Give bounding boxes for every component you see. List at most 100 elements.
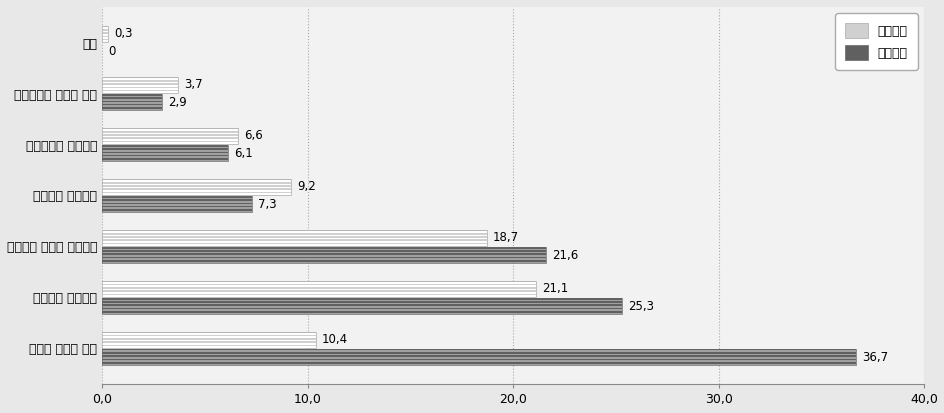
Bar bbox=[102, 160, 228, 161]
Bar bbox=[102, 247, 546, 249]
Bar bbox=[102, 290, 535, 292]
Bar bbox=[102, 294, 535, 295]
Bar bbox=[102, 243, 486, 244]
Text: 36,7: 36,7 bbox=[862, 351, 887, 363]
Bar bbox=[102, 230, 486, 231]
Bar bbox=[102, 299, 621, 301]
Bar bbox=[102, 87, 178, 88]
Bar bbox=[102, 343, 315, 344]
Bar bbox=[102, 211, 252, 212]
Bar bbox=[102, 206, 252, 207]
Bar bbox=[102, 37, 109, 39]
Bar bbox=[102, 99, 161, 101]
Bar bbox=[102, 82, 178, 83]
Bar bbox=[102, 357, 855, 358]
Bar bbox=[102, 295, 535, 297]
Bar bbox=[102, 90, 178, 91]
Bar bbox=[102, 101, 161, 102]
Bar bbox=[102, 102, 161, 104]
Bar bbox=[102, 255, 546, 257]
Bar bbox=[102, 358, 855, 360]
Bar bbox=[102, 284, 535, 285]
Bar bbox=[102, 152, 228, 153]
Bar bbox=[102, 182, 291, 183]
Bar bbox=[102, 36, 109, 37]
Bar bbox=[102, 287, 535, 289]
Bar bbox=[102, 147, 228, 148]
Bar bbox=[102, 338, 315, 340]
Bar bbox=[102, 179, 291, 195]
Text: 6,1: 6,1 bbox=[233, 147, 252, 160]
Bar bbox=[102, 145, 228, 147]
Bar bbox=[102, 240, 486, 241]
Bar bbox=[102, 298, 621, 314]
Bar bbox=[102, 333, 315, 335]
Bar bbox=[102, 332, 315, 333]
Bar bbox=[102, 26, 109, 27]
Bar bbox=[102, 241, 486, 243]
Text: 18,7: 18,7 bbox=[492, 231, 518, 244]
Bar bbox=[102, 282, 535, 284]
Bar bbox=[102, 249, 546, 250]
Bar bbox=[102, 250, 546, 252]
Bar bbox=[102, 198, 252, 199]
Bar bbox=[102, 196, 252, 198]
Bar bbox=[102, 180, 291, 182]
Bar bbox=[102, 306, 621, 308]
Bar bbox=[102, 77, 178, 78]
Bar bbox=[102, 31, 109, 32]
Bar bbox=[102, 96, 161, 97]
Bar bbox=[102, 252, 546, 254]
Bar bbox=[102, 94, 161, 110]
Bar bbox=[102, 94, 161, 96]
Bar bbox=[102, 158, 228, 160]
Bar bbox=[102, 354, 855, 356]
Bar bbox=[102, 363, 855, 365]
Bar bbox=[102, 280, 535, 297]
Bar bbox=[102, 27, 109, 29]
Text: 25,3: 25,3 bbox=[628, 299, 653, 313]
Bar bbox=[102, 104, 161, 105]
Bar bbox=[102, 231, 486, 233]
Bar bbox=[102, 85, 178, 87]
Bar bbox=[102, 298, 621, 299]
Bar bbox=[102, 190, 291, 192]
Bar bbox=[102, 244, 486, 246]
Bar bbox=[102, 261, 546, 263]
Legend: 일반국민, 정책집단: 일반국민, 정책집단 bbox=[834, 13, 917, 69]
Bar bbox=[102, 77, 178, 93]
Bar bbox=[102, 204, 252, 206]
Bar bbox=[102, 309, 621, 311]
Bar bbox=[102, 109, 161, 110]
Bar bbox=[102, 105, 161, 107]
Bar bbox=[102, 192, 291, 193]
Bar bbox=[102, 97, 161, 99]
Bar bbox=[102, 142, 238, 144]
Bar bbox=[102, 340, 315, 341]
Bar bbox=[102, 145, 228, 161]
Bar bbox=[102, 337, 315, 338]
Bar bbox=[102, 292, 535, 294]
Bar bbox=[102, 346, 315, 348]
Text: 3,7: 3,7 bbox=[184, 78, 203, 91]
Bar bbox=[102, 362, 855, 363]
Bar bbox=[102, 304, 621, 306]
Bar bbox=[102, 185, 291, 187]
Text: 2,9: 2,9 bbox=[168, 96, 187, 109]
Bar bbox=[102, 29, 109, 31]
Bar bbox=[102, 230, 486, 246]
Bar bbox=[102, 107, 161, 109]
Bar bbox=[102, 183, 291, 185]
Bar bbox=[102, 235, 486, 236]
Bar bbox=[102, 91, 178, 93]
Bar bbox=[102, 260, 546, 261]
Bar bbox=[102, 259, 546, 260]
Bar bbox=[102, 155, 228, 157]
Bar bbox=[102, 351, 855, 352]
Bar bbox=[102, 280, 535, 282]
Bar bbox=[102, 199, 252, 201]
Bar bbox=[102, 136, 238, 138]
Bar bbox=[102, 332, 315, 348]
Bar bbox=[102, 196, 252, 212]
Bar bbox=[102, 201, 252, 202]
